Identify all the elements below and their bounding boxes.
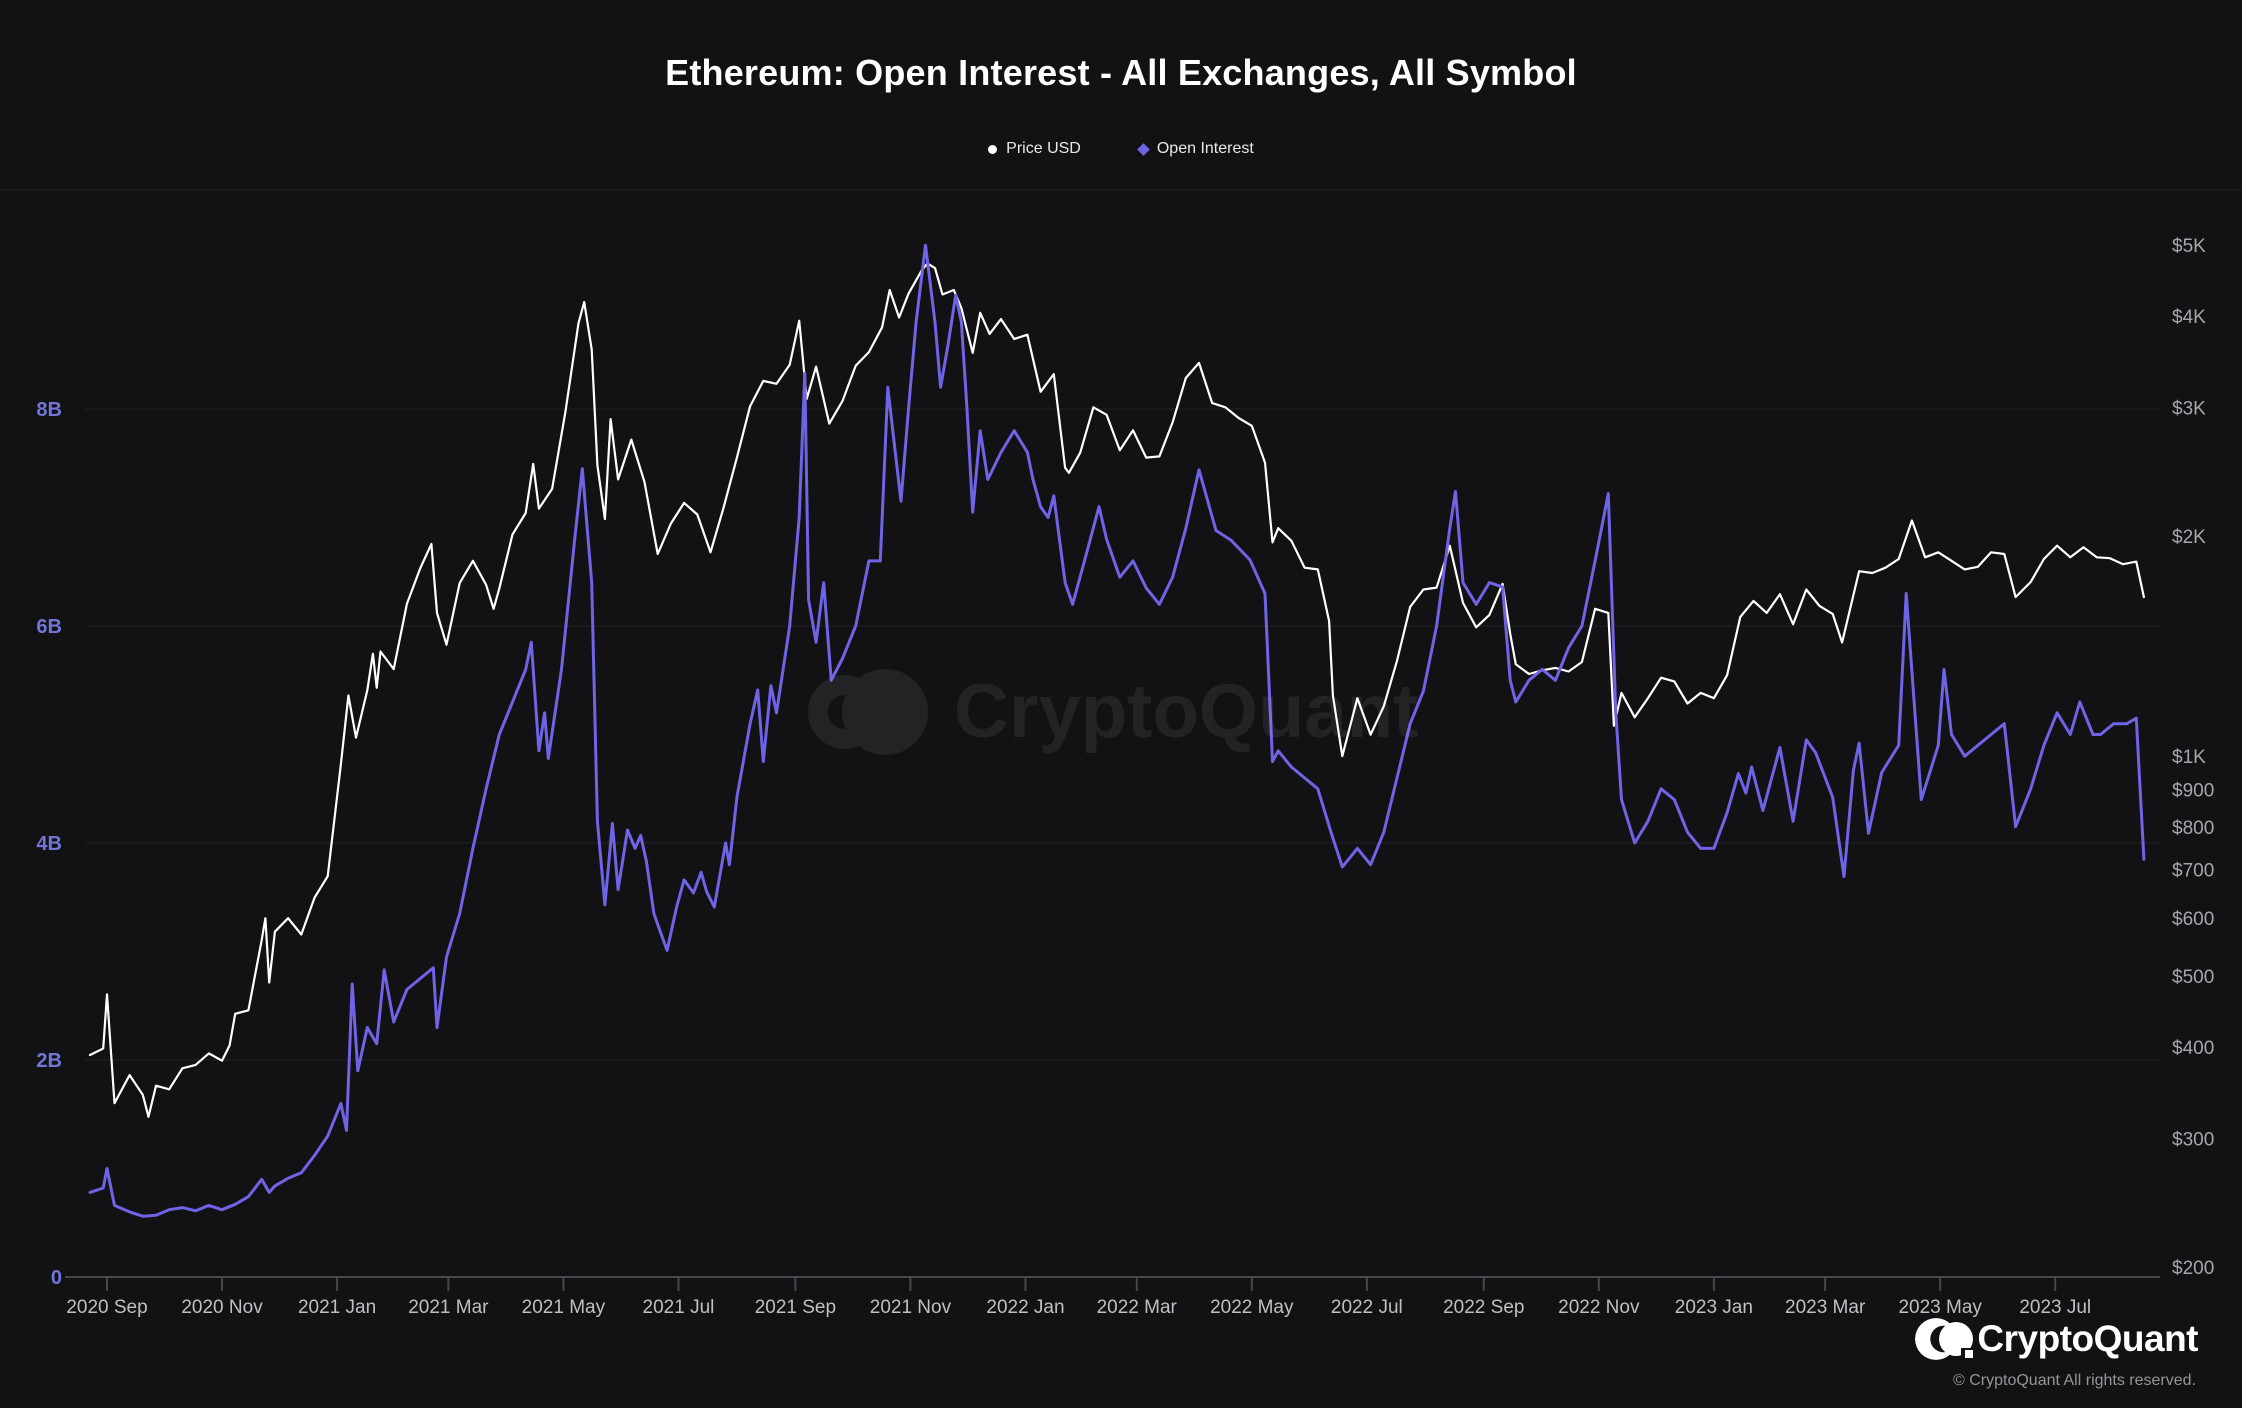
left-axis-label-6B: 6B	[36, 616, 62, 638]
x-axis-label: 2022 Nov	[1558, 1297, 1640, 1318]
cryptoquant-logo-icon	[1915, 1318, 1974, 1360]
right-axis-label-3K: $3K	[2172, 398, 2206, 419]
right-axis-label-1K: $1K	[2172, 747, 2206, 768]
left-axis-label-8B: 8B	[36, 399, 62, 421]
right-axis-label-500: $500	[2172, 967, 2214, 988]
left-axis-label-2B: 2B	[36, 1050, 62, 1072]
x-axis-label: 2020 Sep	[66, 1297, 147, 1318]
price-dot-icon	[988, 144, 998, 154]
x-axis-label: 2021 Sep	[755, 1297, 836, 1318]
legend-item-price[interactable]: Price USD	[988, 140, 1081, 158]
x-axis-label: 2022 Mar	[1097, 1297, 1178, 1318]
x-axis-label: 2023 Mar	[1785, 1297, 1866, 1318]
x-axis-label: 2022 Sep	[1443, 1297, 1524, 1318]
left-axis-label-0: 0	[51, 1267, 62, 1289]
open-interest-line	[88, 243, 2146, 1218]
x-axis-label: 2021 Jul	[643, 1297, 715, 1318]
chart-title: Ethereum: Open Interest - All Exchanges,…	[665, 52, 1577, 93]
x-axis-label: 2020 Nov	[181, 1297, 263, 1318]
price-line	[88, 262, 2145, 1118]
legend-open-interest-label: Open Interest	[1156, 140, 1254, 157]
x-axis-label: 2022 Jul	[1331, 1297, 1403, 1318]
legend-price-label: Price USD	[1006, 140, 1081, 157]
right-axis-label-600: $600	[2172, 909, 2214, 930]
x-axis-label: 2023 Jul	[2019, 1297, 2091, 1318]
right-axis-label-5K: $5K	[2172, 236, 2206, 257]
cryptoquant-brand: CryptoQuant	[1915, 1318, 2198, 1360]
right-axis-label-900: $900	[2172, 781, 2214, 802]
right-axis-label-300: $300	[2172, 1129, 2214, 1150]
copyright-text: © CryptoQuant All rights reserved.	[1953, 1372, 2196, 1389]
right-axis-label-2K: $2K	[2172, 527, 2206, 548]
brand-name: CryptoQuant	[1977, 1318, 2198, 1359]
x-axis-label: 2021 Mar	[408, 1297, 489, 1318]
x-axis-label: 2021 May	[522, 1297, 606, 1318]
x-axis-label: 2022 May	[1210, 1297, 1294, 1318]
x-axis-label: 2021 Nov	[870, 1297, 952, 1318]
right-axis-label-200: $200	[2172, 1258, 2214, 1279]
x-axis-label: 2021 Jan	[298, 1297, 376, 1318]
chart-legend: Price USD Open Interest	[0, 140, 2242, 158]
legend-item-open-interest[interactable]: Open Interest	[1136, 140, 1254, 158]
x-axis-label: 2022 Jan	[986, 1297, 1064, 1318]
x-axis-label: 2023 May	[1898, 1297, 1982, 1318]
left-axis-label-4B: 4B	[36, 833, 62, 855]
right-axis-label-400: $400	[2172, 1038, 2214, 1059]
x-axis-label: 2023 Jan	[1675, 1297, 1753, 1318]
right-axis-label-4K: $4K	[2172, 307, 2206, 328]
right-axis-label-800: $800	[2172, 818, 2214, 839]
right-axis-label-700: $700	[2172, 860, 2214, 881]
